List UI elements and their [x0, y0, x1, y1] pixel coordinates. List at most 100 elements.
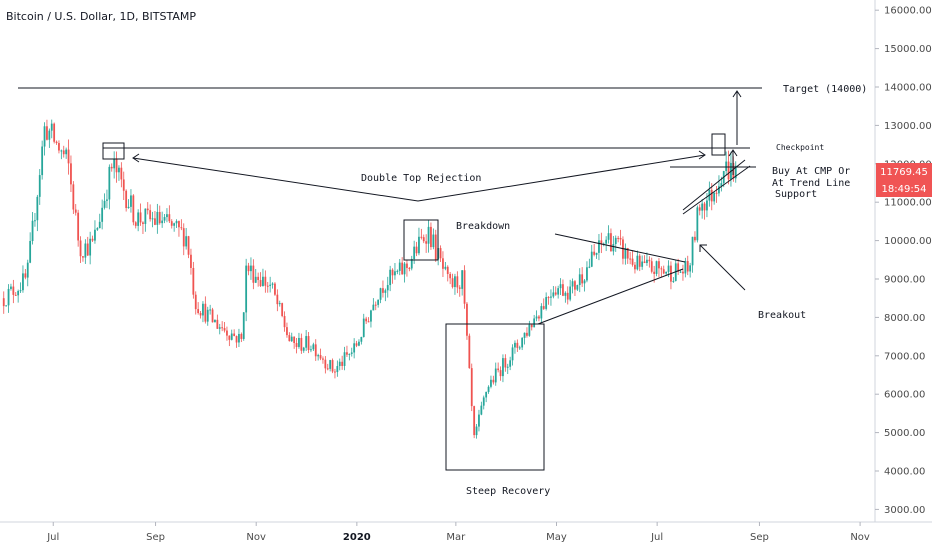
- candle: [96, 227, 99, 231]
- candle: [350, 347, 353, 357]
- candle: [281, 302, 284, 318]
- candle: [559, 278, 562, 295]
- candle: [626, 247, 629, 264]
- candle: [533, 314, 536, 328]
- time-axis-label: Mar: [446, 532, 466, 543]
- candle: [485, 391, 488, 403]
- candle: [636, 250, 639, 271]
- candle: [600, 232, 603, 254]
- candle: [106, 189, 108, 209]
- candle: [650, 257, 653, 274]
- candle: [48, 128, 51, 148]
- buy-label-line2: At Trend Line: [772, 178, 850, 189]
- candle: [125, 189, 128, 212]
- candle: [578, 268, 581, 293]
- candle: [146, 202, 149, 215]
- price-axis-label: 4000.00: [884, 467, 925, 478]
- candle: [221, 321, 224, 332]
- candle: [79, 236, 82, 264]
- candle: [408, 267, 411, 272]
- candle: [694, 231, 696, 243]
- candle: [343, 346, 346, 371]
- candle: [252, 259, 255, 290]
- candle: [492, 375, 495, 385]
- second-top-box: [711, 133, 726, 156]
- candle: [118, 165, 120, 181]
- price-axis-label: 9000.00: [884, 275, 925, 286]
- candle: [545, 292, 548, 311]
- candle: [264, 270, 267, 293]
- candle: [588, 258, 591, 269]
- candle: [382, 280, 384, 298]
- candle: [475, 424, 478, 439]
- countdown-tag-bg: [876, 180, 932, 197]
- candle: [552, 286, 555, 299]
- candle: [290, 332, 293, 342]
- candle: [456, 271, 459, 294]
- candle: [43, 122, 46, 156]
- candle: [509, 356, 512, 371]
- breakdown-label: Breakdown: [456, 221, 510, 232]
- candle: [502, 354, 504, 383]
- candle: [175, 219, 178, 229]
- candle: [134, 221, 137, 229]
- candle: [302, 346, 305, 353]
- price-axis[interactable]: 3000.00 4000.00 5000.00 6000.00 7000.00 8000.…: [875, 6, 932, 516]
- candle: [338, 358, 341, 371]
- candle: [209, 304, 212, 315]
- candle: [701, 199, 704, 219]
- candle: [370, 309, 372, 328]
- candle: [2, 291, 5, 314]
- candle: [122, 171, 125, 201]
- candle: [569, 279, 572, 302]
- candle: [360, 336, 363, 345]
- candle: [425, 234, 428, 253]
- candle: [67, 139, 70, 175]
- candle: [358, 339, 360, 347]
- candle: [170, 219, 173, 229]
- candle: [410, 255, 413, 271]
- candle: [641, 255, 644, 270]
- candle: [581, 267, 584, 287]
- candle: [535, 310, 538, 322]
- candle: [233, 329, 236, 337]
- candle: [530, 324, 533, 331]
- candle: [521, 337, 524, 351]
- candle: [420, 228, 423, 240]
- candle: [646, 252, 648, 266]
- candle: [499, 366, 502, 381]
- candle: [672, 277, 675, 283]
- candle: [158, 205, 161, 225]
- last-price-tag: 11769.45 18:49:54: [876, 163, 932, 197]
- candle: [571, 278, 574, 294]
- candle: [166, 208, 168, 223]
- candle: [629, 252, 632, 265]
- time-axis-label: Jul: [46, 532, 59, 543]
- candle: [329, 359, 332, 372]
- triangle-lower-line: [537, 268, 684, 325]
- candle: [557, 285, 560, 299]
- candle: [314, 339, 317, 361]
- candle: [365, 316, 368, 325]
- price-axis-label: 14000.00: [884, 83, 932, 94]
- candle: [115, 151, 118, 183]
- candle: [230, 329, 233, 341]
- candle: [422, 234, 425, 244]
- candle: [295, 337, 298, 354]
- candle: [480, 401, 483, 416]
- target-label: Target (14000): [783, 84, 867, 95]
- candle: [94, 220, 96, 244]
- candle: [691, 236, 694, 273]
- candle: [511, 344, 514, 366]
- candle: [506, 363, 509, 375]
- time-axis[interactable]: Jul Sep Nov 2020 Mar May Jul Sep Nov: [46, 522, 870, 543]
- time-axis-label: May: [546, 532, 567, 543]
- last-price-tag-bg: [876, 163, 932, 180]
- candle: [65, 147, 68, 159]
- candle: [497, 362, 500, 373]
- candle: [269, 276, 272, 293]
- candle: [89, 231, 92, 265]
- candle: [7, 284, 10, 313]
- candle: [173, 222, 176, 232]
